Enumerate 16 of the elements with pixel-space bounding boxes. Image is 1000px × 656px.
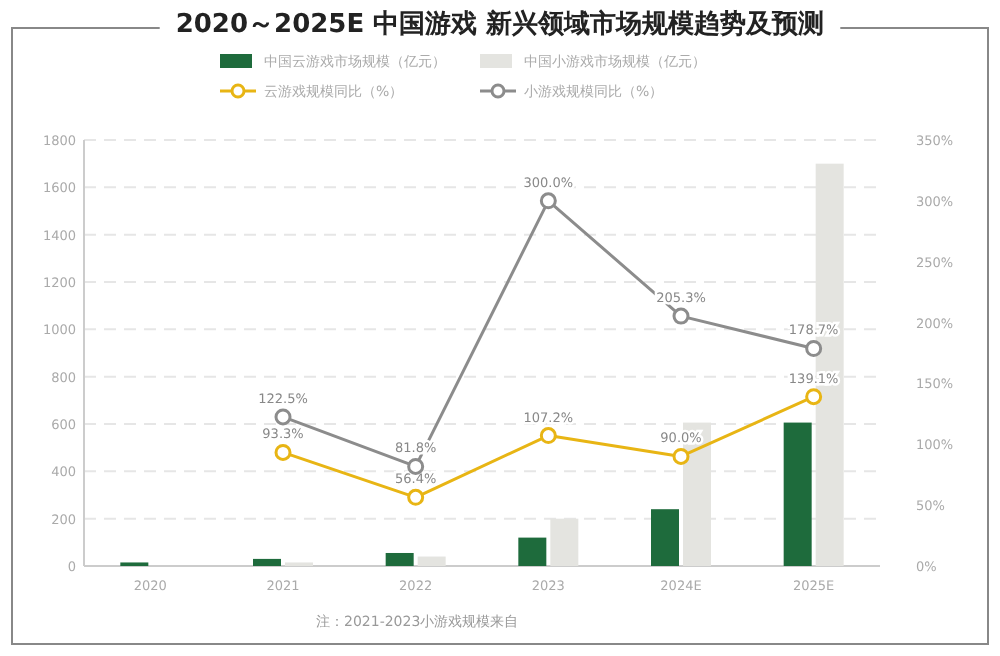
point bbox=[672, 307, 690, 325]
point bbox=[805, 340, 823, 357]
point bbox=[274, 408, 292, 426]
point bbox=[805, 388, 823, 406]
bar bbox=[518, 537, 547, 566]
point bbox=[539, 192, 557, 210]
bar bbox=[783, 422, 812, 566]
bar bbox=[417, 556, 446, 566]
point bbox=[407, 488, 425, 506]
point bbox=[672, 447, 690, 465]
bar bbox=[253, 558, 281, 566]
point bbox=[274, 443, 292, 461]
chart-title: 2020～2025E 中国游戏 新兴领域市场规模趋势及预测 bbox=[175, 8, 825, 40]
bar bbox=[385, 552, 414, 566]
bar bbox=[651, 509, 679, 566]
point bbox=[539, 427, 557, 445]
